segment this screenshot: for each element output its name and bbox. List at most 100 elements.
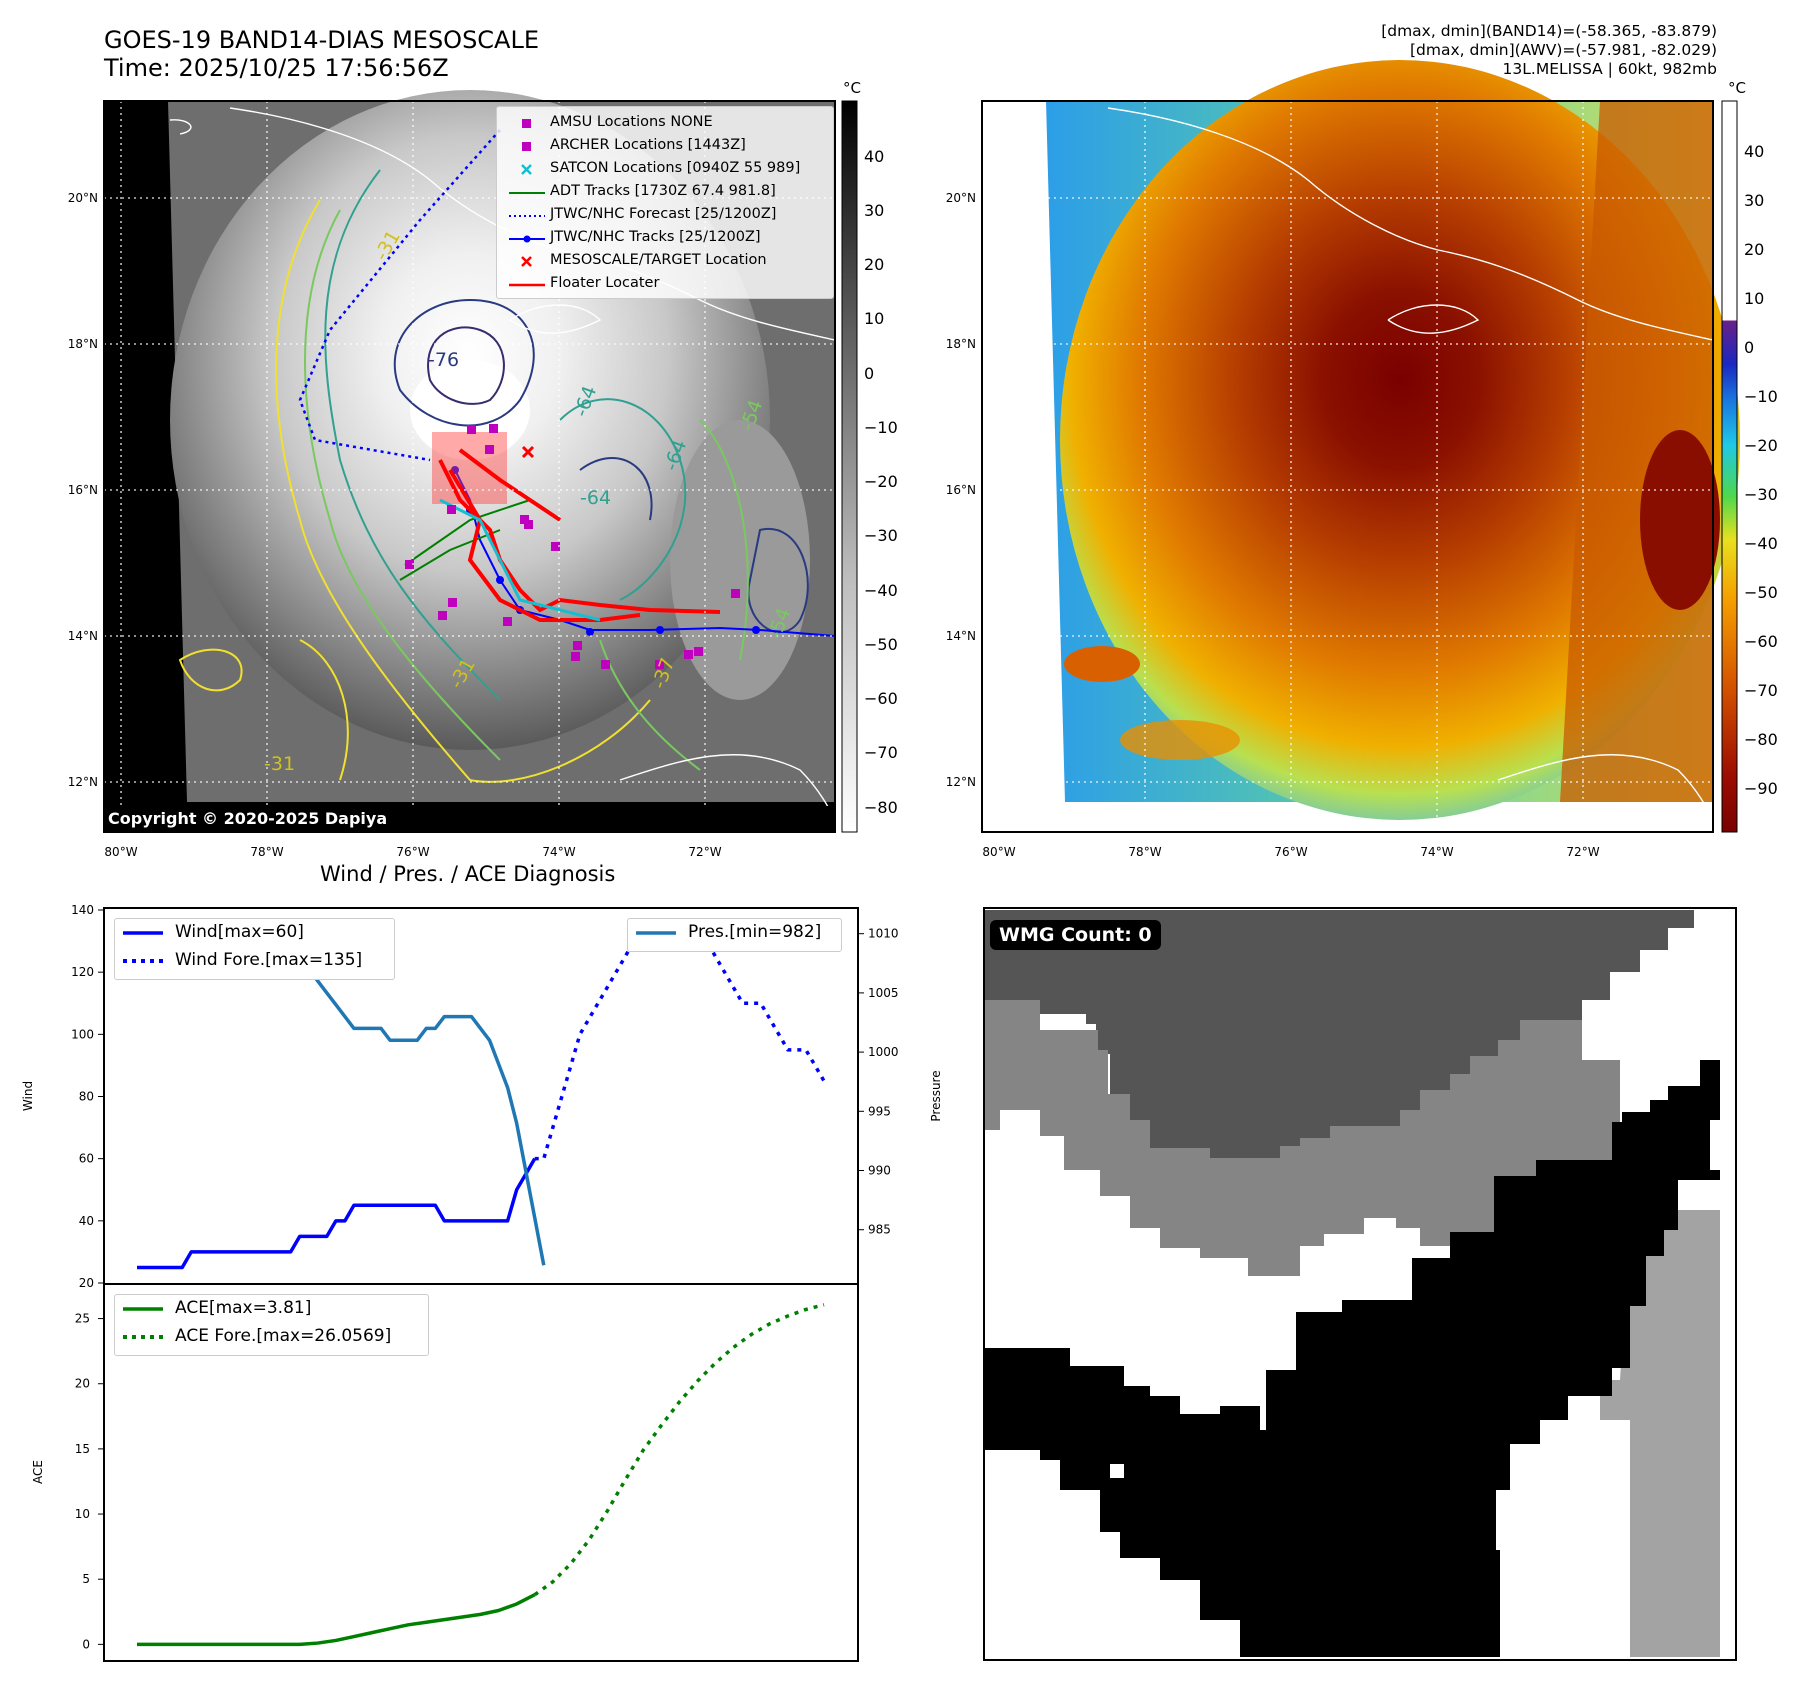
forecast-track xyxy=(298,129,501,462)
lon-label: 78°W xyxy=(1128,845,1161,859)
legend-label: MESOSCALE/TARGET Location xyxy=(550,252,767,268)
colorbar-tick: 30 xyxy=(864,201,884,220)
wmg-black-region xyxy=(984,1060,1720,1657)
map2-east-cloud xyxy=(1560,101,1713,802)
lat-label: 20°N xyxy=(946,191,976,205)
colorbar-tick: 20 xyxy=(864,255,884,274)
adt-track xyxy=(399,529,501,581)
stats-line-2: [dmax, dmin](AWV)=(-57.981, -82.029) xyxy=(1410,41,1717,59)
legend-item: Wind Fore.[max=135] xyxy=(115,947,394,975)
lat-label: 18°N xyxy=(946,337,976,351)
ace-chart-frame xyxy=(103,1283,859,1662)
stats-line-1: [dmax, dmin](BAND14)=(-58.365, -83.879) xyxy=(1381,22,1717,40)
pressure-axis-title: Pressure xyxy=(929,1070,943,1121)
colorbar-tick: −60 xyxy=(864,689,898,708)
lat-label: 12°N xyxy=(68,775,98,789)
colorbar-tick: −80 xyxy=(1744,730,1778,749)
pressure-legend: Pres.[min=982] xyxy=(627,918,842,952)
pressure-tick-label: 1010 xyxy=(868,927,899,941)
lat-label: 18°N xyxy=(68,337,98,351)
colorbar-tick: 0 xyxy=(1744,338,1754,357)
contour-label: -31 xyxy=(264,753,295,775)
legend-item: Wind[max=60] xyxy=(115,919,394,947)
lon-label: 72°W xyxy=(1566,845,1599,859)
lat-label: 20°N xyxy=(68,191,98,205)
wind-axis-title: Wind xyxy=(21,1081,35,1111)
lon-label: 72°W xyxy=(688,845,721,859)
pressure-tick-label: 1005 xyxy=(868,986,899,1000)
wmg-white-cell xyxy=(1110,1464,1124,1478)
legend-label: JTWC/NHC Forecast [25/1200Z] xyxy=(550,206,777,222)
legend-label: ARCHER Locations [1443Z] xyxy=(550,137,746,153)
lon-label: 76°W xyxy=(396,845,429,859)
map2-frame xyxy=(981,100,1714,833)
map2-east-core xyxy=(1640,430,1720,610)
legend-square-icon xyxy=(522,142,531,151)
colorbar-tick: 30 xyxy=(1744,191,1764,210)
legend-line-dot-icon xyxy=(509,235,545,243)
colorbar-tick: −70 xyxy=(1744,681,1778,700)
colorbar-tick: 40 xyxy=(1744,142,1764,161)
ace-tick-label: 0 xyxy=(82,1637,90,1651)
legend-label: AMSU Locations NONE xyxy=(550,114,713,130)
diagnosis-title: Wind / Pres. / ACE Diagnosis xyxy=(320,862,616,886)
legend-x-icon xyxy=(521,256,532,267)
wind-tick-label: 80 xyxy=(79,1090,94,1104)
colorbar-gray: °C 40 30 20 10 0 −10 −20 −30 −40 −50 −60… xyxy=(841,79,898,833)
legend-label: Pres.[min=982] xyxy=(688,922,822,942)
wmg-frame xyxy=(983,907,1737,1661)
ace-axis-title: ACE xyxy=(31,1460,45,1484)
pressure-tick-label: 990 xyxy=(868,1164,891,1178)
colorbar-tick: −80 xyxy=(864,798,898,817)
stats-header: [dmax, dmin](BAND14)=(-58.365, -83.879) … xyxy=(1381,22,1717,79)
colorbar-tick: −20 xyxy=(1744,436,1778,455)
legend-label: JTWC/NHC Tracks [25/1200Z] xyxy=(550,229,761,245)
legend-item: Pres.[min=982] xyxy=(628,919,841,947)
colorbar-unit: °C xyxy=(843,79,861,97)
lon-label: 80°W xyxy=(104,845,137,859)
diagnosis-charts: Wind Pressure ACE 2040608010012014098599… xyxy=(21,903,943,1662)
lon-label: 74°W xyxy=(542,845,575,859)
legend-label: Wind[max=60] xyxy=(175,922,304,942)
contours xyxy=(178,169,809,783)
ace-tick-label: 10 xyxy=(75,1507,90,1521)
wmg-mid-region xyxy=(984,1000,1620,1276)
colorbar-tick: 40 xyxy=(864,147,884,166)
ace-tick-label: 15 xyxy=(75,1442,90,1456)
lon-label: 78°W xyxy=(250,845,283,859)
pressure-tick-label: 985 xyxy=(868,1223,891,1237)
lon-label: 76°W xyxy=(1274,845,1307,859)
stats-line-3: 13L.MELISSA | 60kt, 982mb xyxy=(1502,60,1717,78)
legend-square-icon xyxy=(522,119,531,128)
adt-track-2 xyxy=(404,499,531,566)
colorbar-tick: −20 xyxy=(864,472,898,491)
figure-title: GOES-19 BAND14-DIAS MESOSCALE Time: 2025… xyxy=(104,26,539,82)
lat-label: 12°N xyxy=(946,775,976,789)
legend-x-icon xyxy=(521,164,532,175)
map-left-axis-labels: 20°N 18°N 16°N 14°N 12°N 80°W 78°W 76°W … xyxy=(68,191,722,859)
series-line xyxy=(533,1303,825,1597)
colorbar-tick: −70 xyxy=(864,743,898,762)
legend-solid-blue-icon xyxy=(123,931,163,935)
contour-label: -76 xyxy=(428,349,459,371)
legend-solid-green-icon xyxy=(123,1307,163,1311)
lon-label: 74°W xyxy=(1420,845,1453,859)
wind-tick-label: 100 xyxy=(71,1027,94,1041)
wind-tick-label: 60 xyxy=(79,1152,94,1166)
colorbar-tick: −40 xyxy=(864,581,898,600)
map-frame xyxy=(103,100,836,833)
wmg-dark-region xyxy=(984,910,1694,1160)
map2-coastlines xyxy=(1107,107,1714,821)
archer-markers xyxy=(405,424,740,669)
map2-island-cloud xyxy=(1064,646,1140,682)
legend-line-icon xyxy=(509,192,545,194)
colorbar-tick: 0 xyxy=(864,364,874,383)
lat-label: 14°N xyxy=(68,629,98,643)
colorbar-tick: −50 xyxy=(864,635,898,654)
colorbar-tick: −10 xyxy=(1744,387,1778,406)
pressure-tick-label: 1000 xyxy=(868,1045,899,1059)
legend-line-icon xyxy=(509,283,545,287)
colorbar-color-ticks: 40 30 20 10 0 −10 −20 −30 −40 −50 −60 −7… xyxy=(1744,142,1778,798)
legend-label: ADT Tracks [1730Z 67.4 981.8] xyxy=(550,183,776,199)
